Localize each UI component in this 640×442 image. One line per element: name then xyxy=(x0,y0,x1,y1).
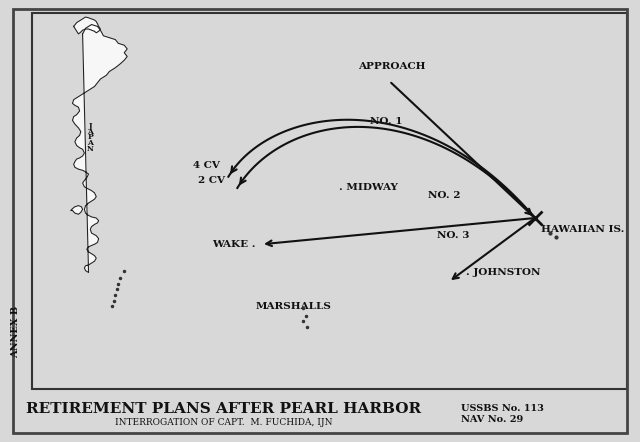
Text: HAWAIIAN IS.: HAWAIIAN IS. xyxy=(541,225,624,234)
Text: N: N xyxy=(87,145,94,152)
Text: RETIREMENT PLANS AFTER PEARL HARBOR: RETIREMENT PLANS AFTER PEARL HARBOR xyxy=(26,402,422,416)
Polygon shape xyxy=(72,24,127,272)
Text: APPROACH: APPROACH xyxy=(358,62,426,72)
Text: A: A xyxy=(88,128,93,136)
Text: ANNEX B: ANNEX B xyxy=(12,305,20,358)
Text: MARSHALLS: MARSHALLS xyxy=(256,302,332,311)
Text: NO. 2: NO. 2 xyxy=(428,191,460,200)
Text: 2 CV: 2 CV xyxy=(198,176,225,185)
Polygon shape xyxy=(74,17,100,34)
Text: J: J xyxy=(88,122,92,130)
Text: NO. 1: NO. 1 xyxy=(370,117,403,126)
Text: USSBS No. 113: USSBS No. 113 xyxy=(461,404,543,413)
Text: WAKE .: WAKE . xyxy=(212,240,255,249)
Text: NO. 3: NO. 3 xyxy=(436,231,469,240)
Text: 4 CV: 4 CV xyxy=(193,161,220,170)
Polygon shape xyxy=(70,206,83,214)
Text: P: P xyxy=(88,133,93,141)
Text: . JOHNSTON: . JOHNSTON xyxy=(467,268,541,277)
Text: INTERROGATION OF CAPT.  M. FUCHIDA, IJN: INTERROGATION OF CAPT. M. FUCHIDA, IJN xyxy=(115,418,333,427)
Text: A: A xyxy=(88,139,93,147)
Text: NAV No. 29: NAV No. 29 xyxy=(461,415,523,424)
Text: . MIDWAY: . MIDWAY xyxy=(339,183,397,192)
